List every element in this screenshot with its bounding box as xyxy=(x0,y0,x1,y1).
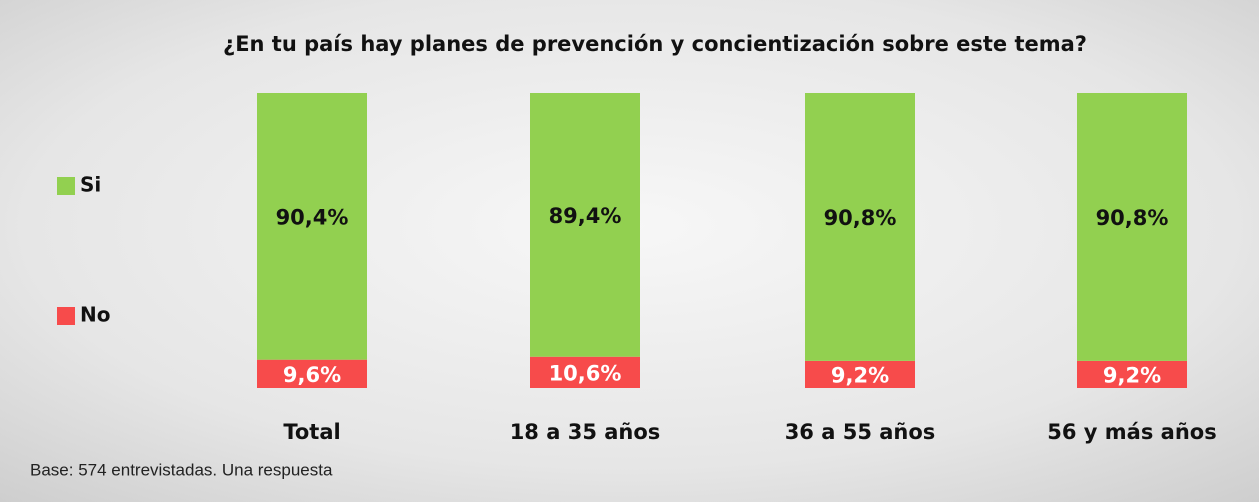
x-tick-label: Total xyxy=(283,420,340,444)
x-tick-label: 18 a 35 años xyxy=(510,420,661,444)
value-label: 90,4% xyxy=(276,205,349,229)
bar-segment xyxy=(530,93,640,357)
value-label: 9,6% xyxy=(283,363,341,387)
legend-label: No xyxy=(80,303,110,327)
value-label: 10,6% xyxy=(549,361,622,385)
value-label: 9,2% xyxy=(1103,363,1161,387)
value-label: 90,8% xyxy=(1096,206,1169,230)
bar-segment xyxy=(257,359,367,388)
legend-swatch xyxy=(57,177,75,195)
bar-segment xyxy=(257,93,367,360)
bar-segment xyxy=(805,93,915,361)
value-label: 90,8% xyxy=(824,206,897,230)
value-label: 89,4% xyxy=(549,204,622,228)
bar-segment xyxy=(530,356,640,388)
chart-title: ¿En tu país hay planes de prevención y c… xyxy=(223,32,1087,56)
x-tick-label: 56 y más años xyxy=(1047,420,1216,444)
footnote: Base: 574 entrevistadas. Una respuesta xyxy=(30,460,333,479)
bar-segment xyxy=(1077,360,1187,388)
legend-swatch xyxy=(57,307,75,325)
bar-segment xyxy=(805,360,915,388)
legend-label: Si xyxy=(80,173,101,197)
value-label: 9,2% xyxy=(831,363,889,387)
bar-segment xyxy=(1077,93,1187,361)
x-tick-label: 36 a 55 años xyxy=(785,420,936,444)
